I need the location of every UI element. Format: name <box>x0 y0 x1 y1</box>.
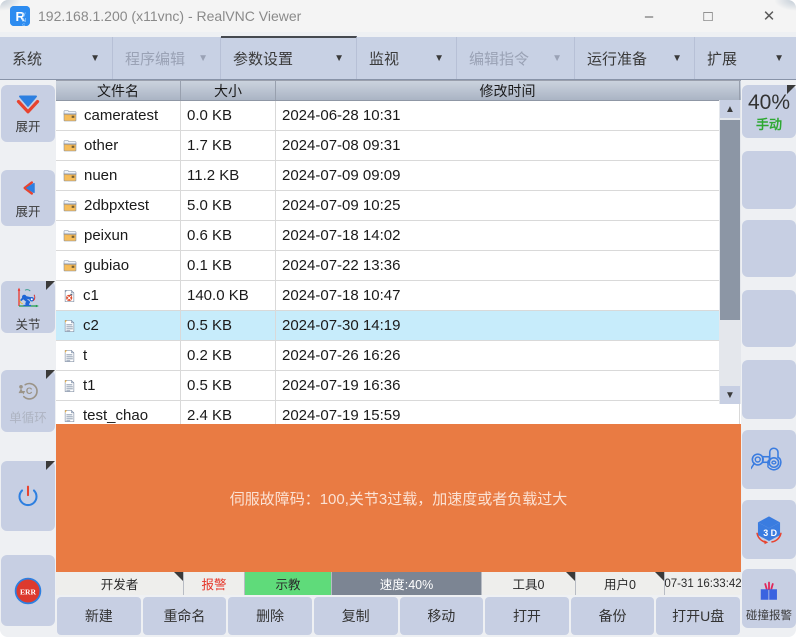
svg-text:3: 3 <box>763 527 768 537</box>
svg-text:D: D <box>771 527 778 537</box>
svg-text:ERR: ERR <box>20 587 37 596</box>
svg-text:C: C <box>26 385 33 395</box>
